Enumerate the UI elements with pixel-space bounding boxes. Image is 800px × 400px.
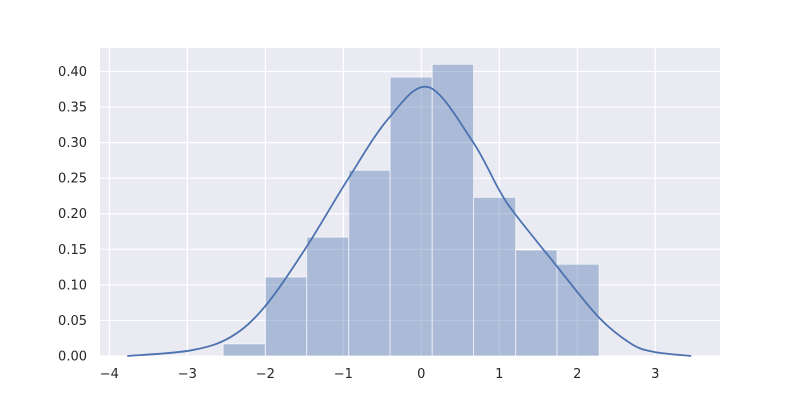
y-tick-label: 0.25 [58, 172, 87, 187]
histogram-bar [389, 76, 433, 357]
x-tick-label: −3 [178, 367, 197, 382]
histogram-bar [431, 63, 475, 357]
histogram-bar [348, 169, 391, 357]
grid [100, 48, 720, 357]
y-tick-label: 0.15 [58, 243, 87, 258]
y-tick-label: 0.35 [58, 101, 87, 116]
x-tick-label: 0 [417, 367, 425, 382]
histogram-bar [222, 343, 266, 357]
y-tick-label: 0.10 [58, 278, 87, 293]
y-tick-label: 0.05 [58, 314, 87, 329]
x-tick-label: −1 [334, 367, 353, 382]
kde-line [127, 85, 692, 357]
plot-background [100, 48, 720, 356]
x-axis-ticks: −4 −3 −2 −1 0 1 2 3 [100, 367, 660, 382]
y-tick-label: 0.00 [58, 350, 87, 365]
x-tick-label: −2 [256, 367, 275, 382]
x-tick-label: 1 [495, 367, 503, 382]
histogram-bar [515, 249, 558, 357]
histogram-bars [222, 63, 600, 357]
y-axis-ticks: 0.00 0.05 0.10 0.15 0.20 0.25 0.30 0.35 0.40 [58, 65, 87, 365]
x-tick-label: 3 [651, 367, 659, 382]
y-tick-label: 0.20 [58, 207, 87, 222]
y-tick-label: 0.40 [58, 65, 87, 80]
x-tick-label: 2 [573, 367, 581, 382]
y-tick-label: 0.30 [58, 136, 87, 151]
x-tick-label: −4 [100, 367, 119, 382]
histogram-bar [264, 276, 308, 357]
histogram-bar [473, 196, 517, 357]
histogram-bar [306, 236, 350, 357]
